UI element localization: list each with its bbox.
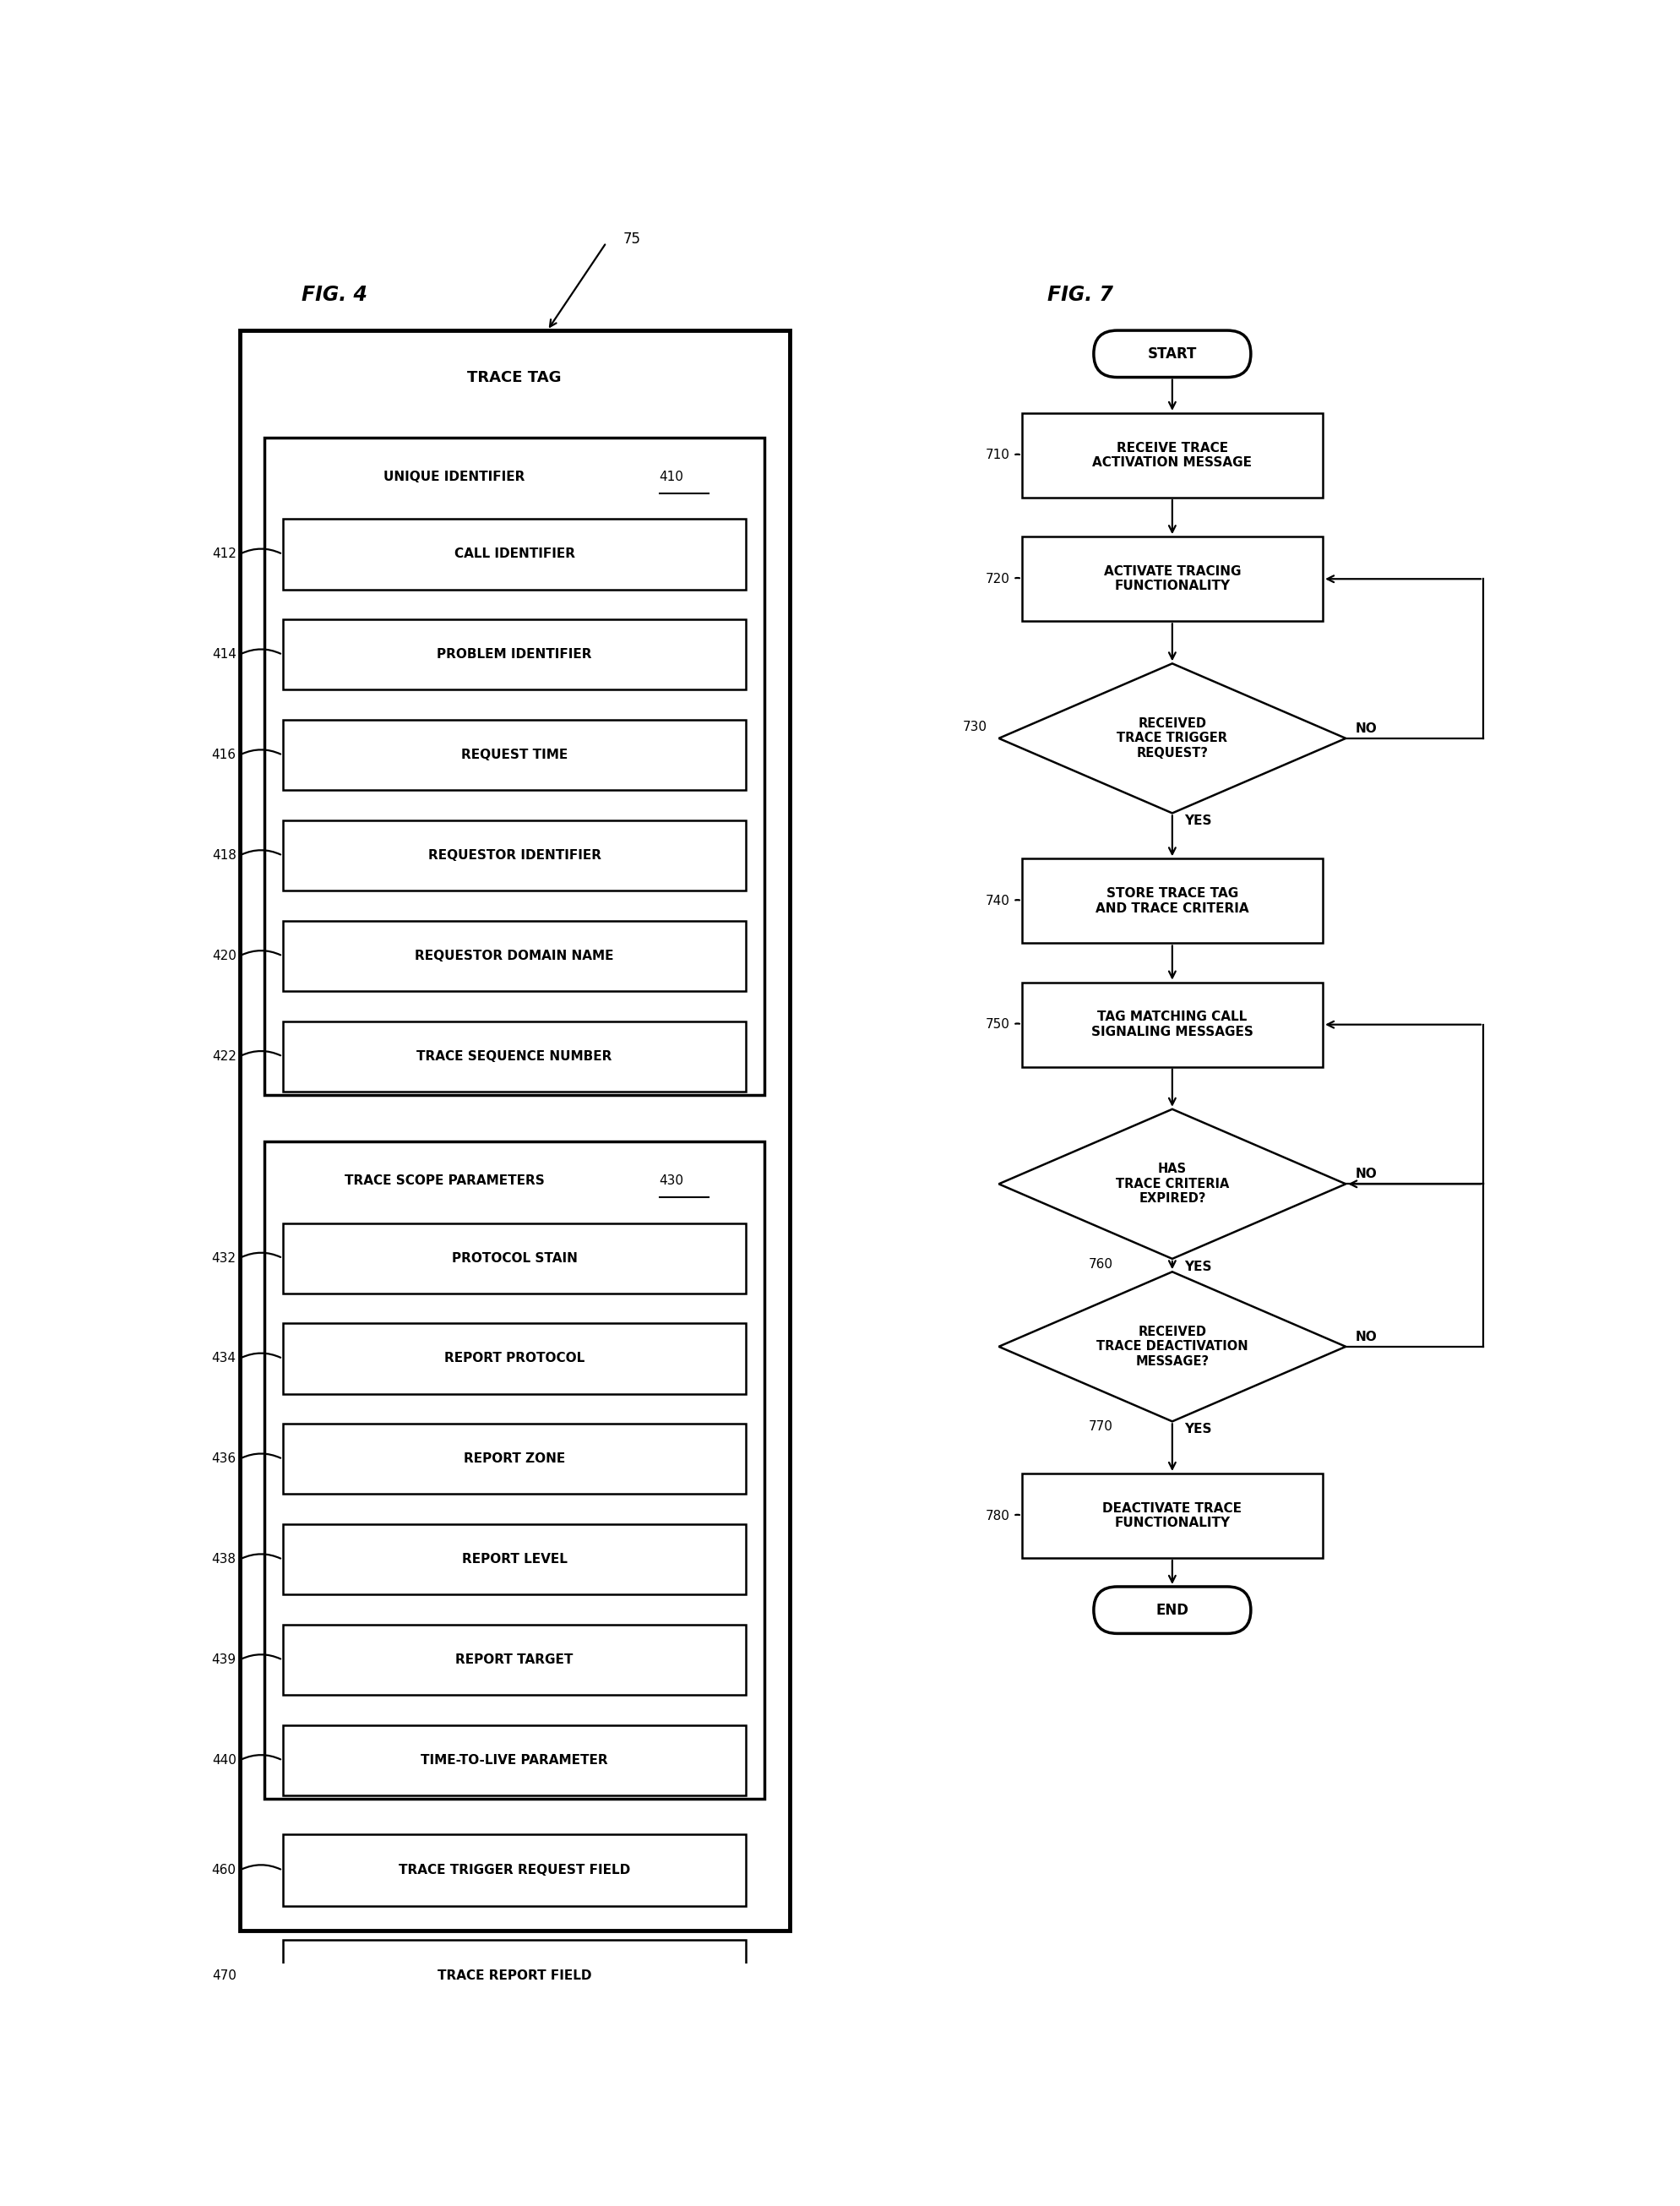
Text: 436: 436 (212, 1454, 237, 1465)
Text: RECEIVED
TRACE DEACTIVATION
MESSAGE?: RECEIVED TRACE DEACTIVATION MESSAGE? (1097, 1326, 1248, 1368)
Text: 422: 422 (212, 1050, 237, 1063)
Text: TRACE TAG: TRACE TAG (467, 371, 561, 384)
Text: 740: 740 (986, 896, 1010, 907)
Bar (282, 1423, 746, 1493)
Text: DEACTIVATE TRACE
FUNCTIONALITY: DEACTIVATE TRACE FUNCTIONALITY (1102, 1502, 1242, 1529)
Text: 760: 760 (1089, 1257, 1114, 1271)
Text: 439: 439 (212, 1654, 237, 1666)
Bar (1021, 982, 1322, 1068)
Text: YES: YES (1184, 1423, 1211, 1436)
Text: REQUESTOR IDENTIFIER: REQUESTOR IDENTIFIER (428, 849, 601, 863)
Text: TRACE TRIGGER REQUEST FIELD: TRACE TRIGGER REQUEST FIELD (398, 1864, 630, 1877)
Text: YES: YES (1184, 1260, 1211, 1273)
Bar (1021, 858, 1322, 944)
Text: START: START (1147, 346, 1196, 362)
Text: 432: 432 (212, 1251, 237, 1264)
Bar (282, 1324, 746, 1394)
Bar (282, 1725, 746, 1796)
Text: CALL IDENTIFIER: CALL IDENTIFIER (454, 547, 575, 560)
Text: ACTIVATE TRACING
FUNCTIONALITY: ACTIVATE TRACING FUNCTIONALITY (1104, 565, 1242, 593)
Bar (282, 821, 746, 891)
Text: REPORT ZONE: REPORT ZONE (464, 1454, 564, 1465)
Text: 416: 416 (212, 748, 237, 761)
Text: END: END (1156, 1602, 1189, 1617)
Bar (282, 1835, 746, 1906)
Bar (1021, 1474, 1322, 1557)
Polygon shape (1000, 1110, 1346, 1260)
Bar (282, 620, 746, 690)
Bar (264, 437, 764, 1094)
Text: REQUEST TIME: REQUEST TIME (460, 748, 568, 761)
Text: 720: 720 (986, 574, 1010, 585)
Bar (282, 920, 746, 990)
Text: RECEIVE TRACE
ACTIVATION MESSAGE: RECEIVE TRACE ACTIVATION MESSAGE (1092, 441, 1252, 470)
Text: REPORT TARGET: REPORT TARGET (455, 1654, 573, 1666)
Bar (282, 1626, 746, 1694)
Text: HAS
TRACE CRITERIA
EXPIRED?: HAS TRACE CRITERIA EXPIRED? (1116, 1163, 1230, 1204)
Text: 418: 418 (212, 849, 237, 863)
Bar (282, 1524, 746, 1595)
Text: 780: 780 (986, 1509, 1010, 1522)
Text: 730: 730 (963, 721, 988, 732)
FancyBboxPatch shape (1094, 331, 1252, 377)
Text: FIG. 7: FIG. 7 (1048, 285, 1114, 304)
Bar (1021, 413, 1322, 499)
Bar (282, 518, 746, 589)
Text: PROBLEM IDENTIFIER: PROBLEM IDENTIFIER (437, 649, 591, 662)
Polygon shape (1000, 1273, 1346, 1421)
Text: REPORT PROTOCOL: REPORT PROTOCOL (444, 1352, 585, 1366)
Bar (240, 331, 790, 1930)
Text: 412: 412 (212, 547, 237, 560)
Text: 414: 414 (212, 649, 237, 662)
Bar (1021, 536, 1322, 622)
Text: REQUESTOR DOMAIN NAME: REQUESTOR DOMAIN NAME (415, 949, 613, 962)
Text: TRACE SCOPE PARAMETERS: TRACE SCOPE PARAMETERS (344, 1174, 544, 1187)
Text: RECEIVED
TRACE TRIGGER
REQUEST?: RECEIVED TRACE TRIGGER REQUEST? (1117, 717, 1228, 759)
Text: 750: 750 (986, 1019, 1010, 1030)
Text: NO: NO (1356, 1330, 1378, 1343)
Text: TIME-TO-LIVE PARAMETER: TIME-TO-LIVE PARAMETER (420, 1754, 608, 1767)
Text: YES: YES (1184, 814, 1211, 827)
Text: TRACE REPORT FIELD: TRACE REPORT FIELD (437, 1970, 591, 1981)
Text: UNIQUE IDENTIFIER: UNIQUE IDENTIFIER (383, 470, 526, 483)
Text: PROTOCOL STAIN: PROTOCOL STAIN (452, 1251, 578, 1264)
FancyBboxPatch shape (1094, 1586, 1252, 1632)
Text: 470: 470 (212, 1970, 237, 1981)
Bar (282, 1222, 746, 1293)
Bar (282, 1021, 746, 1092)
Polygon shape (1000, 664, 1346, 814)
Bar (282, 719, 746, 790)
Text: 75: 75 (623, 232, 640, 247)
Text: FIG. 4: FIG. 4 (301, 285, 368, 304)
Text: STORE TRACE TAG
AND TRACE CRITERIA: STORE TRACE TAG AND TRACE CRITERIA (1095, 887, 1248, 915)
Text: 770: 770 (1089, 1421, 1114, 1434)
Text: 438: 438 (212, 1553, 237, 1566)
Text: TRACE SEQUENCE NUMBER: TRACE SEQUENCE NUMBER (417, 1050, 612, 1063)
Text: NO: NO (1356, 721, 1378, 735)
Text: NO: NO (1356, 1167, 1378, 1180)
Text: TAG MATCHING CALL
SIGNALING MESSAGES: TAG MATCHING CALL SIGNALING MESSAGES (1092, 1010, 1253, 1039)
Text: 430: 430 (660, 1174, 684, 1187)
Text: REPORT LEVEL: REPORT LEVEL (462, 1553, 568, 1566)
Bar (282, 1939, 746, 2012)
Text: 440: 440 (212, 1754, 237, 1767)
Text: 710: 710 (986, 450, 1010, 461)
Bar (264, 1143, 764, 1798)
Text: 434: 434 (212, 1352, 237, 1366)
Text: 460: 460 (212, 1864, 237, 1877)
Text: 410: 410 (660, 470, 684, 483)
Text: 420: 420 (212, 949, 237, 962)
